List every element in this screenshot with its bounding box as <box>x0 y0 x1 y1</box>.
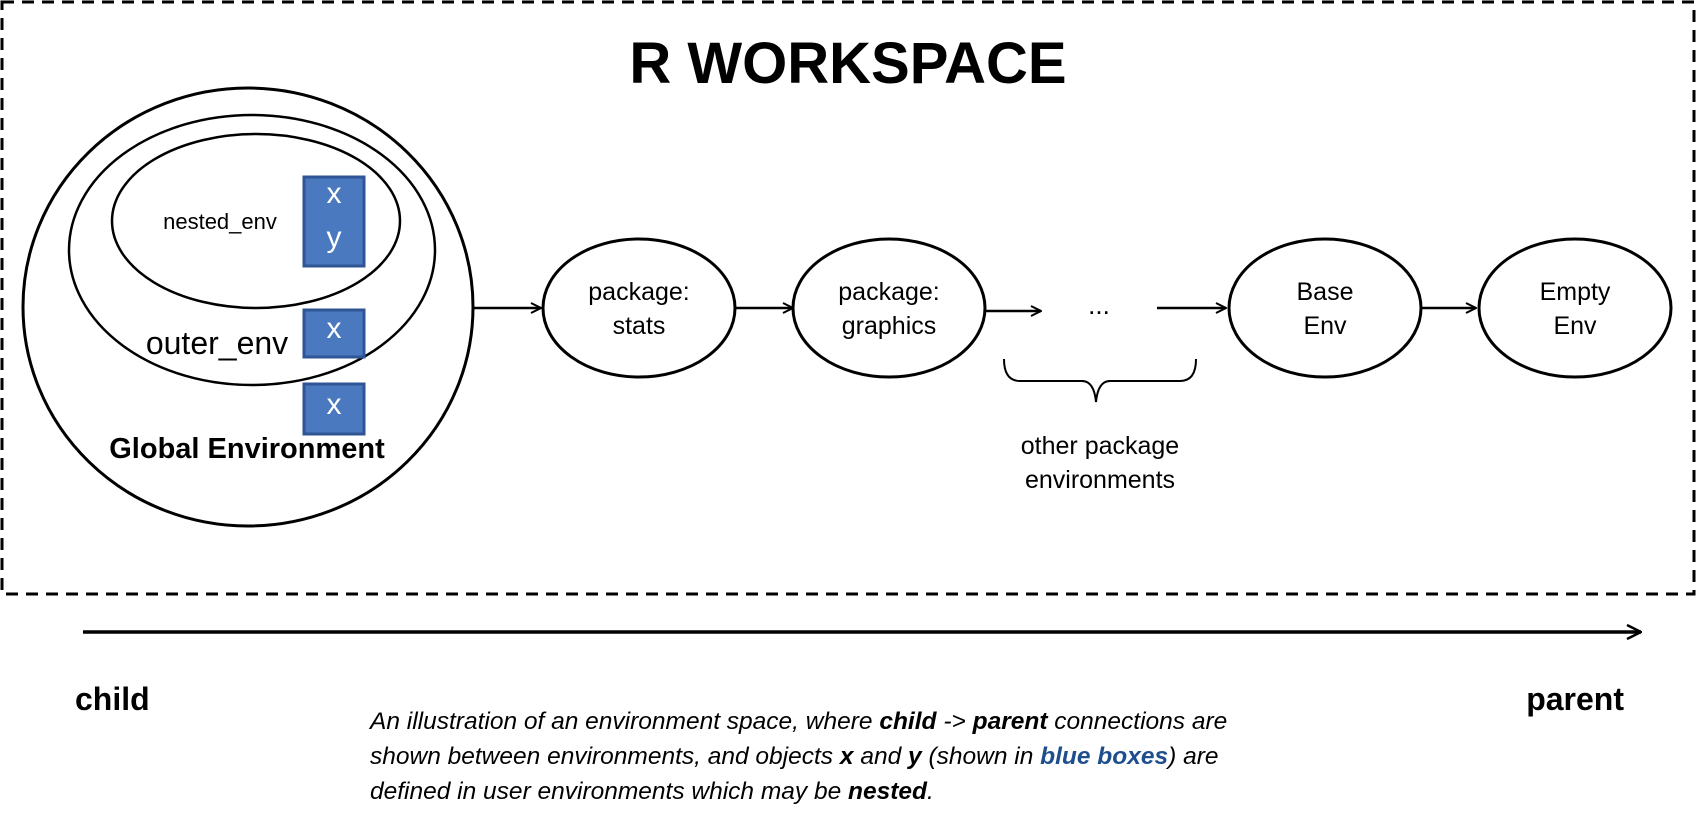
object-x-label: x <box>327 388 342 421</box>
axis-parent-label: parent <box>1526 681 1624 717</box>
caption-y: y <box>908 743 922 770</box>
outer-env-label: outer_env <box>146 325 288 361</box>
base-env-node: Base Env <box>1227 237 1423 379</box>
caption-text: . <box>926 778 934 805</box>
brace-label-line2: environments <box>1025 466 1175 494</box>
object-x-label: x <box>327 177 342 210</box>
package-graphics-label-line1: package: <box>838 278 939 306</box>
caption-nested: nested <box>848 778 927 805</box>
caption-text: and <box>853 743 909 770</box>
nested-env-objects-box: x y <box>302 175 366 268</box>
package-graphics-node: package: graphics <box>791 237 987 379</box>
workspace-title: R WORKSPACE <box>629 31 1066 96</box>
caption-text: An illustration of an environment space,… <box>370 708 880 735</box>
global-env-objects-box: x <box>302 382 366 436</box>
nested-env-label: nested_env <box>163 209 277 234</box>
outer-env-ellipse <box>67 113 437 387</box>
caption-text: (shown in <box>921 743 1041 770</box>
caption-blue-boxes: blue boxes <box>1040 743 1169 770</box>
package-stats-label-line2: stats <box>613 312 666 340</box>
empty-env-label-line2: Env <box>1553 312 1597 340</box>
workspace-border <box>0 0 1696 596</box>
empty-env-node: Empty Env <box>1477 237 1673 379</box>
diagram-caption: An illustration of an environment space,… <box>370 704 1270 809</box>
axis-child-label: child <box>75 681 150 717</box>
ellipsis-label: ... <box>1088 290 1110 320</box>
caption-child: child <box>879 708 937 735</box>
nested-env-ellipse <box>110 132 402 310</box>
package-stats-label-line1: package: <box>588 278 689 306</box>
caption-text: ) are defined in user environments which… <box>370 743 1219 805</box>
base-env-label-line1: Base <box>1297 278 1354 306</box>
other-packages-brace <box>1003 358 1197 403</box>
object-y-label: y <box>327 221 342 254</box>
package-graphics-label-line2: graphics <box>842 312 937 340</box>
base-env-label-line2: Env <box>1303 312 1347 340</box>
caption-text: connections are shown between environmen… <box>370 708 1228 770</box>
empty-env-label-line1: Empty <box>1540 278 1611 306</box>
caption-text: -> <box>936 708 973 735</box>
caption-parent: parent <box>972 708 1048 735</box>
brace-label-line1: other package <box>1021 432 1179 460</box>
caption-x: x <box>839 743 854 770</box>
package-stats-node: package: stats <box>541 237 737 379</box>
outer-env-objects-box: x <box>302 308 366 359</box>
object-x-label: x <box>327 312 342 345</box>
global-environment-label: Global Environment <box>109 433 385 465</box>
